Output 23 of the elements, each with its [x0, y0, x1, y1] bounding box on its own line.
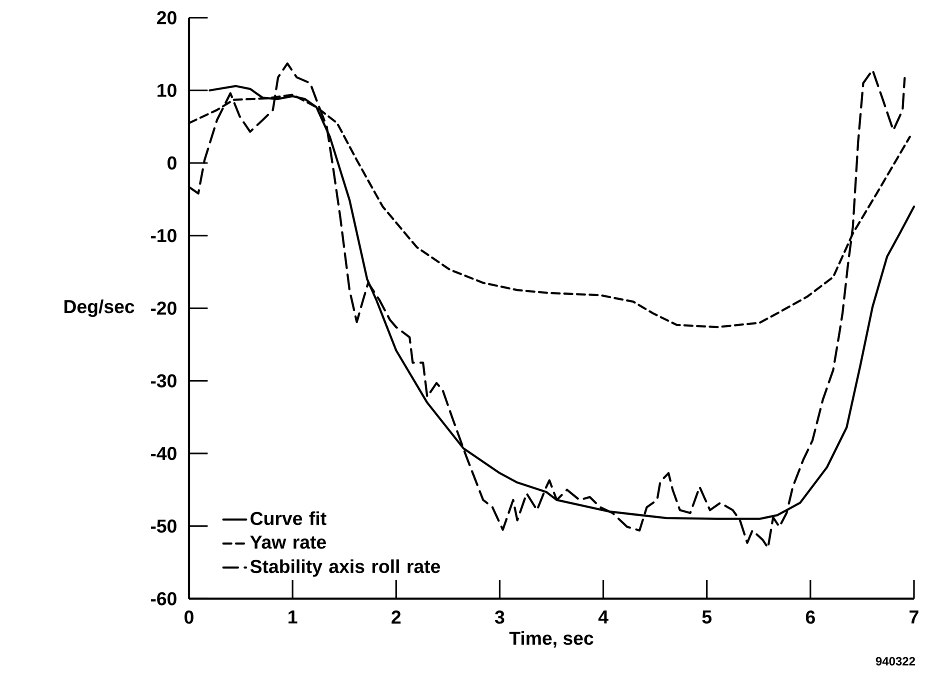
legend-label: Stability axis roll rate — [250, 559, 440, 577]
x-tick-label: 5 — [702, 610, 712, 624]
y-tick-label: -60 — [150, 592, 176, 606]
y-tick-label: -10 — [150, 228, 176, 242]
y-tick-label: -40 — [150, 446, 176, 460]
y-tick-label: -20 — [150, 302, 176, 315]
x-tick-label: 0 — [184, 610, 194, 624]
y-axis-title: Deg/sec — [64, 299, 134, 317]
y-tick-label: -30 — [150, 374, 176, 388]
y-tick-label: 0 — [168, 156, 176, 170]
y-tick-label: -50 — [150, 519, 176, 533]
legend-label: Curve fit — [250, 511, 326, 526]
x-tick-label: 3 — [494, 610, 504, 624]
legend-label: Yaw rate — [250, 536, 326, 549]
x-tick-label: 6 — [806, 610, 815, 624]
x-axis-title: Time, sec — [509, 631, 594, 648]
y-tick-label: 10 — [158, 84, 176, 97]
y-tick-label: 20 — [157, 11, 176, 24]
x-tick-label: 7 — [910, 610, 918, 624]
text: 940322 — [876, 656, 916, 666]
x-tick-label: 1 — [288, 610, 298, 624]
x-tick-label: 2 — [392, 610, 401, 624]
x-tick-label: 4 — [598, 610, 608, 624]
